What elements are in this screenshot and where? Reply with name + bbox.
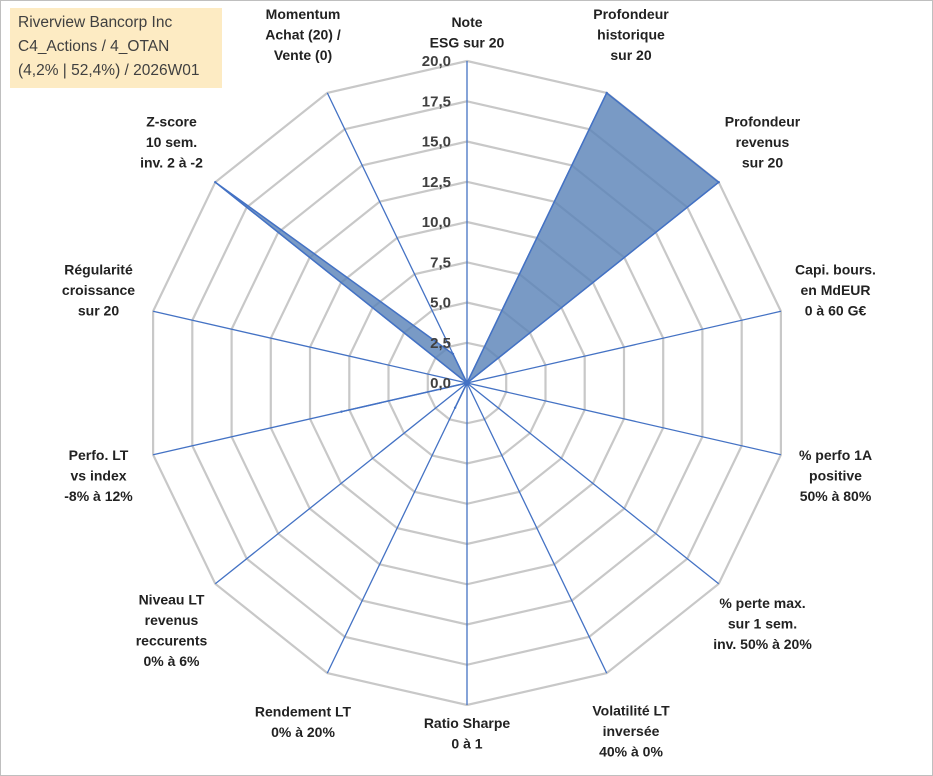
tick-layer: 0,0 2,5 5,0 7,5 10,0 12,5 15,0 17,5 20,0 — [422, 53, 451, 392]
tick-label-2: 5,0 — [430, 295, 451, 312]
axis-label-0-line-0: Note — [451, 14, 482, 30]
axis-label-1-line-0: Profondeur — [593, 6, 669, 22]
axis-label-13-line-2: Vente (0) — [274, 47, 332, 63]
tick-label-6: 15,0 — [422, 134, 451, 151]
axis-label-5-line-0: % perte max. — [719, 595, 805, 611]
axis-label-7-line-1: 0 à 1 — [451, 736, 482, 752]
title-line-company: Riverview Bancorp Inc — [18, 14, 173, 31]
axis-label-10-line-2: -8% à 12% — [64, 488, 133, 504]
axis-label-2-line-0: Profondeur — [725, 113, 801, 129]
tick-label-0: 0,0 — [430, 375, 451, 392]
label-layer: Note ESG sur 20 Profondeur historique sur 20… — [62, 6, 876, 759]
axis-label-1: Profondeur historique sur 20 — [593, 6, 669, 63]
axis-label-10-line-1: vs index — [70, 468, 126, 484]
axis-spoke-4 — [466, 382, 782, 456]
series-point-13 — [451, 352, 455, 356]
axis-label-9-line-1: revenus — [145, 612, 199, 628]
axis-label-2: Profondeur revenus sur 20 — [725, 113, 801, 170]
axis-label-13-line-0: Momentum — [266, 6, 341, 22]
axis-label-12-line-1: 10 sem. — [146, 134, 197, 150]
series-point-10 — [340, 410, 343, 413]
axis-label-2-line-1: revenus — [736, 134, 790, 150]
axis-label-2-line-2: sur 20 — [742, 154, 783, 170]
axis-label-9-line-3: 0% à 6% — [143, 653, 200, 669]
axis-label-8: Rendement LT 0% à 20% — [255, 703, 352, 740]
axis-label-6-line-2: 40% à 0% — [599, 743, 663, 759]
axis-label-3: Capi. bours. en MdEUR 0 à 60 G€ — [795, 261, 876, 318]
title-box: Riverview Bancorp Inc C4_Actions / 4_OTA… — [10, 8, 222, 88]
axis-spoke-11 — [152, 310, 468, 384]
axis-label-11: Régularité croissance sur 20 — [62, 261, 135, 318]
axis-label-0-line-1: ESG sur 20 — [430, 35, 505, 51]
axis-spoke-13 — [326, 92, 468, 384]
axis-label-4: % perfo 1A positive 50% à 80% — [799, 447, 872, 504]
axis-label-10-line-0: Perfo. LT — [69, 447, 129, 463]
axis-label-9-line-2: reccurents — [136, 632, 208, 648]
axis-label-11-line-2: sur 20 — [78, 302, 119, 318]
axis-label-12: Z-score 10 sem. inv. 2 à -2 — [140, 113, 203, 170]
axis-label-3-line-2: 0 à 60 G€ — [805, 302, 867, 318]
axis-label-8-line-1: 0% à 20% — [271, 724, 335, 740]
axis-spoke-8 — [326, 382, 468, 674]
axis-spoke-5 — [466, 382, 720, 585]
axis-label-13: Momentum Achat (20) / Vente (0) — [265, 6, 341, 63]
axis-label-4-line-1: positive — [809, 468, 862, 484]
series-point-12 — [214, 181, 217, 184]
axis-spoke-9 — [214, 382, 468, 585]
axis-label-12-line-2: inv. 2 à -2 — [140, 154, 203, 170]
axis-label-3-line-0: Capi. bours. — [795, 261, 876, 277]
axis-label-4-line-0: % perfo 1A — [799, 447, 872, 463]
axis-label-5-line-1: sur 1 sem. — [728, 616, 797, 632]
tick-label-8: 20,0 — [422, 53, 451, 70]
tick-label-5: 12,5 — [422, 174, 451, 191]
axis-label-12-line-0: Z-score — [146, 113, 197, 129]
axis-label-4-line-2: 50% à 80% — [800, 488, 872, 504]
tick-label-3: 7,5 — [430, 254, 451, 271]
axis-label-5: % perte max. sur 1 sem. inv. 50% à 20% — [713, 595, 812, 652]
series-point-8 — [453, 406, 457, 409]
tick-label-4: 10,0 — [422, 214, 451, 231]
tick-label-1: 2,5 — [430, 335, 451, 352]
axis-label-3-line-1: en MdEUR — [801, 282, 871, 298]
axis-label-11-line-0: Régularité — [64, 261, 133, 277]
axis-label-6: Volatilité LT inversée 40% à 0% — [592, 702, 670, 759]
axis-label-13-line-1: Achat (20) / — [265, 27, 341, 43]
series-point-2 — [717, 181, 720, 184]
axis-spoke-3 — [466, 310, 782, 384]
axis-label-8-line-0: Rendement LT — [255, 703, 352, 719]
title-line-category: C4_Actions / 4_OTAN — [18, 38, 170, 55]
tick-label-7: 17,5 — [422, 93, 451, 110]
title-line-stats: (4,2% | 52,4%) / 2026W01 — [18, 62, 200, 79]
axis-label-7: Ratio Sharpe 0 à 1 — [424, 715, 511, 752]
axis-label-9-line-0: Niveau LT — [139, 591, 205, 607]
axis-label-9: Niveau LT revenus reccurents 0% à 6% — [136, 591, 208, 669]
axis-label-1-line-2: sur 20 — [610, 47, 651, 63]
series-point-1 — [605, 91, 608, 95]
axis-label-10: Perfo. LT vs index -8% à 12% — [64, 447, 133, 504]
axis-label-11-line-1: croissance — [62, 282, 135, 298]
series-layer — [214, 91, 720, 413]
axis-label-6-line-0: Volatilité LT — [592, 702, 670, 718]
axis-label-0: Note ESG sur 20 — [430, 14, 505, 51]
axis-spoke-6 — [466, 382, 608, 674]
axis-label-1-line-1: historique — [597, 27, 665, 43]
axis-label-6-line-1: inversée — [603, 723, 660, 739]
series-point-11 — [465, 381, 469, 385]
axis-label-5-line-2: inv. 50% à 20% — [713, 636, 812, 652]
axis-label-7-line-0: Ratio Sharpe — [424, 715, 511, 731]
